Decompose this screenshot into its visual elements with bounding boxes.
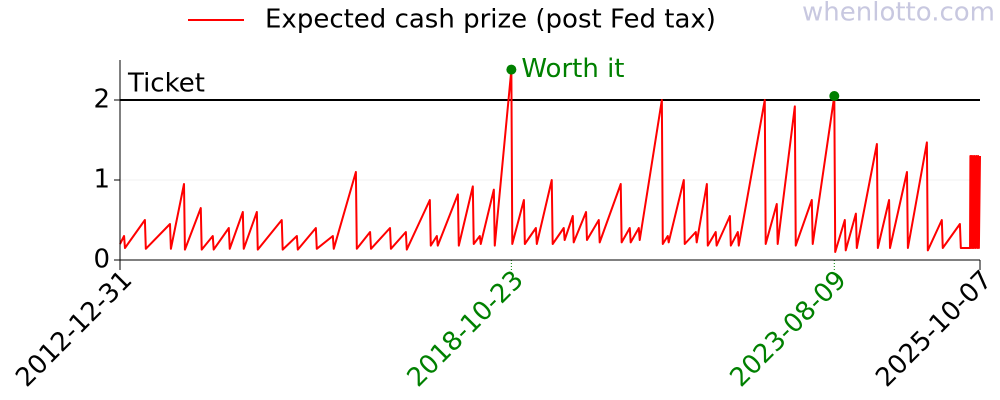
series-line [119, 68, 981, 253]
y-tick-label: 0 [93, 245, 110, 275]
threshold-label: Ticket [127, 69, 205, 99]
legend-label: Expected cash prize (post Fed tax) [265, 5, 716, 35]
y-tick-label: 2 [93, 85, 110, 115]
highlight-dot [829, 91, 840, 101]
x-tick-label: 2018-10-23 [402, 265, 530, 393]
highlight-label: Worth it [521, 54, 624, 84]
x-tick-label: 2023-08-09 [724, 265, 852, 393]
y-tick-label: 1 [93, 165, 110, 195]
highlight-dot [506, 64, 517, 75]
x-tick-label: 2012-12-31 [10, 265, 138, 393]
x-tick-label: 2025-10-07 [870, 265, 998, 393]
watermark: whenlotto.com [802, 0, 995, 28]
